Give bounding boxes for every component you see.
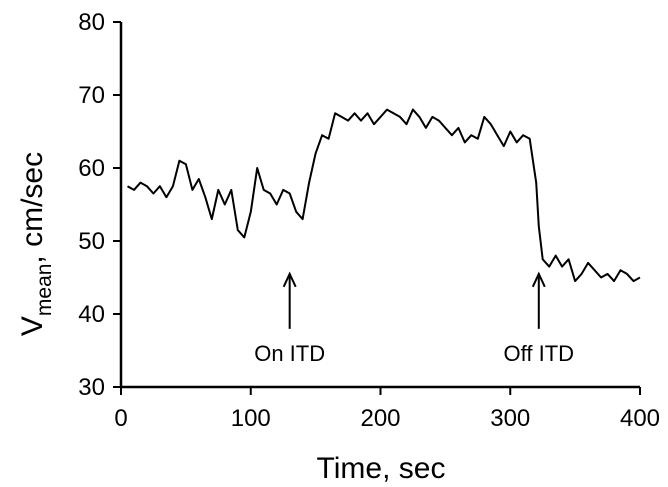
y-tick-label: 40 [78,301,105,328]
x-ticks: 0 100 200 300 400 [114,387,660,432]
annotations: On ITD Off ITD [254,271,575,366]
y-tick-label: 60 [78,155,105,182]
plot-area [127,108,641,283]
y-axis-title-main: V [16,316,49,336]
annotation-arrow-head [531,271,546,288]
y-axis-title-suffix: , cm/sec [16,152,49,264]
y-axis-title: Vmean, cm/sec [16,152,56,336]
y-ticks: 30 40 50 60 70 80 [78,9,121,401]
x-tick-label: 0 [114,405,127,432]
annotation-2: Off ITD [504,271,575,366]
annotation-label: Off ITD [504,341,575,366]
y-tick-label: 50 [78,228,105,255]
annotation-label: On ITD [254,341,325,366]
annotation-arrow-head [282,271,297,288]
y-axis-title-subscript: mean [33,264,56,317]
x-tick-label: 200 [360,405,400,432]
y-tick-label: 80 [78,9,105,36]
x-tick-label: 300 [490,405,530,432]
series-line-1 [127,108,641,283]
annotation-1: On ITD [254,271,325,366]
y-tick-label: 70 [78,82,105,109]
y-tick-label: 30 [78,374,105,401]
axes [119,22,640,389]
x-axis-title: Time, sec [317,452,446,485]
x-tick-label: 400 [620,405,660,432]
x-tick-label: 100 [231,405,271,432]
